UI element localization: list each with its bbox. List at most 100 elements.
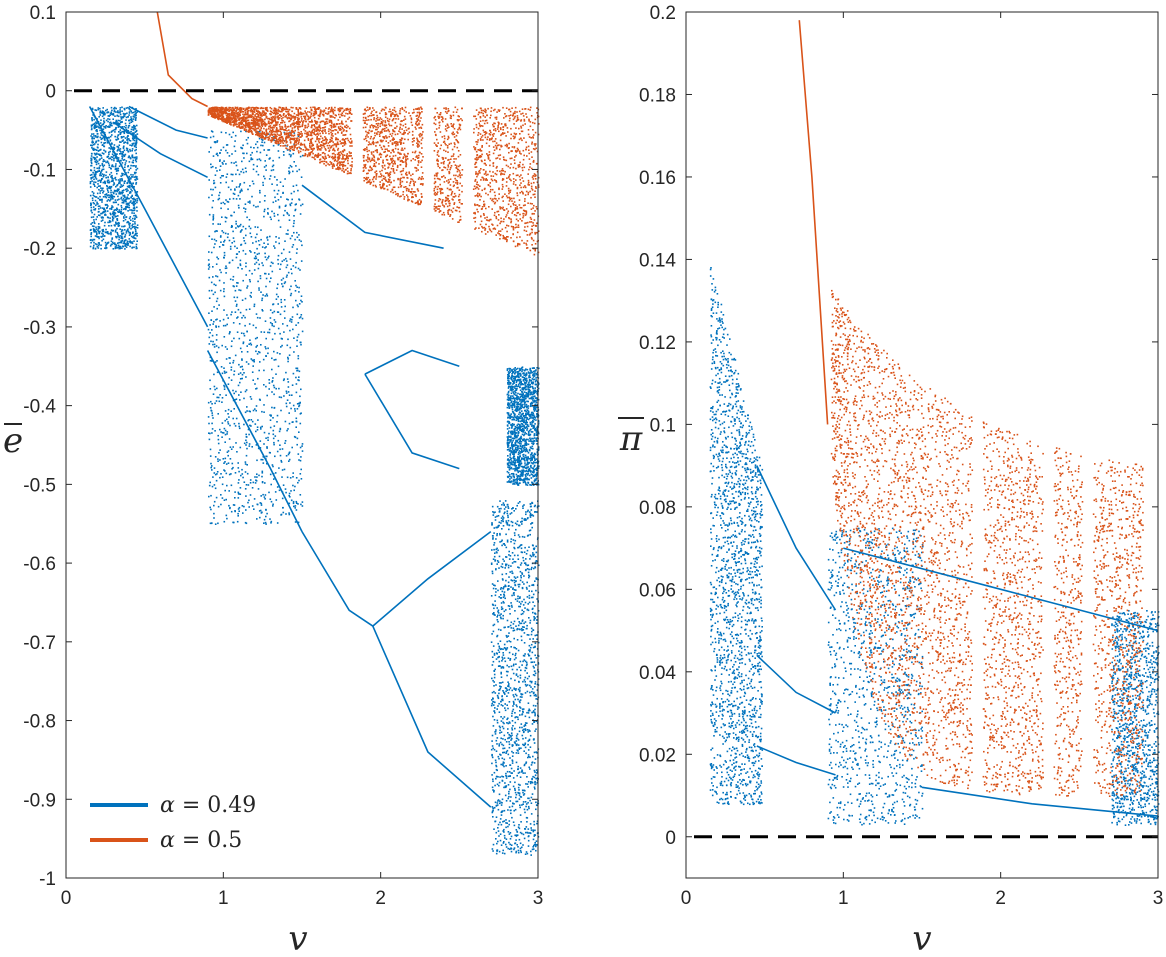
left-chaos-point-alpha_0.49 [133,214,135,217]
left-chaos-point-alpha_0.49 [507,605,510,607]
left-chaos-point-alpha_0.49 [121,136,124,138]
left-chaos-point-alpha_0.49 [128,206,131,209]
left-chaos-point-alpha_0.49 [215,230,217,232]
left-chaos-point-alpha_0.49 [127,135,129,137]
left-chaos-point-alpha_0.49 [275,298,278,300]
left-chaos-point-alpha_0.49 [525,826,528,828]
left-chaos-point-alpha_0.49 [234,497,236,499]
left-chaos-point-alpha_0.49 [245,433,247,436]
left-chaos-point-alpha_0.49 [526,817,529,819]
left-chaos-point-alpha_0.49 [533,834,536,836]
left-chaos-point-alpha_0.49 [517,447,519,450]
left-chaos-point-alpha_0.49 [521,520,523,523]
left-chaos-point-alpha_0.49 [520,441,523,443]
left-chaos-point-alpha_0.49 [509,800,512,802]
left-chaos-point-alpha_0.49 [112,113,115,115]
left-chaos-point-alpha_0.49 [508,771,511,773]
left-chaos-point-alpha_0.49 [300,412,302,414]
left-chaos-point-alpha_0.49 [107,232,110,235]
left-chaos-point-alpha_0.49 [530,802,533,804]
left-chaos-point-alpha_0.49 [221,401,223,403]
left-chaos-point-alpha_0.49 [221,344,223,347]
left-chaos-point-alpha_0.49 [532,710,535,712]
left-chaos-point-alpha_0.49 [536,777,538,780]
left-chaos-point-alpha_0.49 [249,280,251,283]
left-chaos-point-alpha_0.49 [505,690,507,693]
left-chaos-point-alpha_0.49 [523,763,526,766]
left-chaos-point-alpha_0.49 [508,640,510,642]
left-chaos-point-alpha_0.49 [523,429,525,431]
left-chaos-point-alpha_0.49 [97,143,99,146]
left-chaos-point-alpha_0.49 [528,590,530,592]
left-chaos-point-alpha_0.49 [516,468,518,471]
left-chaos-point-alpha_0.49 [209,332,211,334]
left-chaos-point-alpha_0.49 [292,404,295,407]
left-chaos-point-alpha_0.49 [265,337,267,340]
left-chaos-point-alpha_0.49 [224,220,227,223]
left-chaos-point-alpha_0.49 [505,752,507,754]
left-chaos-point-alpha_0.49 [115,221,117,224]
left-chaos-point-alpha_0.49 [99,149,101,151]
left-chaos-point-alpha_0.49 [290,490,292,492]
left-chaos-point-alpha_0.49 [527,603,529,605]
left-chaos-point-alpha_0.49 [293,435,296,438]
left-chaos-point-alpha_0.49 [495,548,497,551]
left-chaos-point-alpha_0.49 [523,519,526,521]
left-chaos-point-alpha_0.49 [121,236,123,238]
left-chaos-point-alpha_0.49 [134,110,136,113]
left-chaos-point-alpha_0.49 [130,228,132,230]
left-chaos-point-alpha_0.49 [209,455,212,457]
left-chaos-point-alpha_0.49 [120,191,123,194]
left-chaos-point-alpha_0.49 [529,459,532,462]
left-chaos-point-alpha_0.49 [532,829,535,831]
left-chaos-point-alpha_0.49 [505,533,507,536]
left-chaos-point-alpha_0.49 [214,402,216,405]
left-chaos-point-alpha_0.49 [510,586,512,588]
left-chaos-point-alpha_0.49 [510,772,513,774]
left-chaos-point-alpha_0.49 [223,386,226,388]
left-chaos-point-alpha_0.49 [496,563,498,565]
left-chaos-point-alpha_0.49 [223,290,225,293]
left-chaos-point-alpha_0.49 [100,141,103,144]
left-chaos-point-alpha_0.49 [516,733,519,735]
left-chaos-point-alpha_0.49 [132,135,134,138]
left-chaos-point-alpha_0.49 [251,505,254,507]
left-chaos-point-alpha_0.49 [235,198,238,200]
left-chaos-point-alpha_0.49 [278,467,280,469]
left-chaos-point-alpha_0.49 [502,520,504,523]
left-chaos-point-alpha_0.49 [288,492,291,495]
left-chaos-point-alpha_0.49 [503,503,505,506]
left-chaos-point-alpha_0.49 [130,121,133,123]
left-chaos-point-alpha_0.49 [134,144,136,147]
left-chaos-point-alpha_0.49 [263,411,265,413]
left-chaos-point-alpha_0.49 [106,203,108,206]
left-chaos-point-alpha_0.49 [224,461,226,463]
left-chaos-point-alpha_0.49 [501,698,504,701]
left-chaos-point-alpha_0.49 [527,828,530,830]
left-chaos-point-alpha_0.49 [124,122,127,125]
left-chaos-point-alpha_0.49 [244,390,247,393]
left-chaos-point-alpha_0.49 [519,597,521,599]
left-chaos-point-alpha_0.49 [530,850,532,853]
left-chaos-point-alpha_0.49 [517,409,519,411]
left-chaos-point-alpha_0.49 [114,199,117,201]
left-chaos-point-alpha_0.49 [112,217,115,220]
left-chaos-point-alpha_0.49 [270,218,272,221]
left-chaos-point-alpha_0.49 [96,186,98,189]
left-chaos-point-alpha_0.49 [526,581,528,584]
left-chaos-point-alpha_0.49 [531,424,533,426]
left-chaos-point-alpha_0.49 [121,233,123,235]
left-chaos-point-alpha_0.49 [124,248,126,250]
left-chaos-point-alpha_0.49 [110,180,113,183]
left-chaos-point-alpha_0.49 [263,443,265,445]
left-chaos-point-alpha_0.49 [130,200,132,202]
left-chaos-point-alpha_0.49 [525,783,527,785]
left-chaos-point-alpha_0.49 [256,146,259,149]
left-chaos-point-alpha_0.49 [517,849,520,852]
left-chaos-point-alpha_0.49 [533,399,536,402]
left-chaos-point-alpha_0.49 [288,171,291,174]
left-chaos-point-alpha_0.49 [503,602,505,604]
left-chaos-point-alpha_0.49 [246,464,248,466]
left-chaos-point-alpha_0.49 [234,188,236,190]
left-chaos-point-alpha_0.49 [514,693,517,696]
